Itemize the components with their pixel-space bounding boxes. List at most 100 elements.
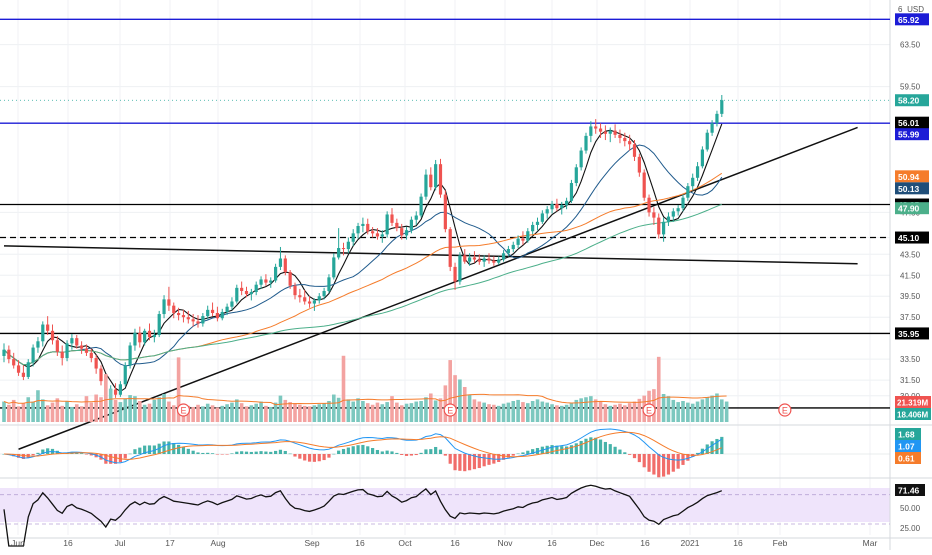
macd-histogram-bar xyxy=(715,438,719,454)
volume-bar xyxy=(346,399,351,422)
macd-histogram-bar xyxy=(603,441,607,454)
price-label-text: 50.94 xyxy=(898,172,920,182)
candle-body xyxy=(540,213,544,222)
axis-top-label: 6 xyxy=(898,5,903,14)
macd-histogram-bar xyxy=(298,454,302,459)
volume-bar xyxy=(438,398,443,422)
volume-bar xyxy=(278,395,283,422)
candle-body xyxy=(50,330,55,341)
candle-body xyxy=(317,296,321,301)
macd-histogram-bar xyxy=(565,446,569,454)
macd-histogram-bar xyxy=(424,449,428,454)
macd-histogram-bar xyxy=(312,454,316,462)
macd-label-text: 1.68 xyxy=(898,430,915,440)
time-tick-label: 17 xyxy=(165,538,175,548)
volume-bar xyxy=(26,397,31,422)
price-label-text: 50.13 xyxy=(898,184,920,194)
volume-bar xyxy=(307,406,312,422)
volume-bar xyxy=(700,399,705,422)
macd-histogram-bar xyxy=(579,440,583,454)
volume-bar xyxy=(254,403,258,422)
price-label-box xyxy=(895,231,929,244)
volume-bar xyxy=(205,403,210,422)
volume-bar xyxy=(472,399,477,422)
candle-body xyxy=(628,141,632,145)
moving-average-line xyxy=(3,203,722,366)
volume-bar xyxy=(31,401,35,422)
time-tick-label: 16 xyxy=(63,538,73,548)
volume-bar xyxy=(589,396,593,422)
volume-bar xyxy=(526,403,530,422)
candle-body xyxy=(264,279,268,283)
volume-bar xyxy=(45,405,50,422)
candle-body xyxy=(705,132,709,150)
volume-bar xyxy=(128,395,132,422)
volume-bar xyxy=(395,402,399,422)
volume-bar xyxy=(506,402,511,422)
candle-body xyxy=(676,208,680,212)
volume-bar xyxy=(637,398,642,422)
volume-bar xyxy=(569,403,574,422)
macd-histogram-bar xyxy=(594,437,598,454)
macd-histogram-bar xyxy=(531,449,535,454)
candle-body xyxy=(710,123,714,133)
candle-body xyxy=(613,130,617,135)
volume-bar xyxy=(264,405,268,422)
macd-histogram-bar xyxy=(332,453,336,455)
macd-histogram-bar xyxy=(613,446,617,454)
candle-body xyxy=(569,183,574,201)
volume-bar xyxy=(705,397,710,422)
macd-histogram-bar xyxy=(113,454,118,464)
volume-label-text: 18.406M xyxy=(897,411,928,420)
macd-signal-line xyxy=(3,431,722,460)
price-tick-label: 43.50 xyxy=(900,250,921,259)
macd-histogram-bar xyxy=(293,454,297,457)
candle-body xyxy=(545,209,549,214)
macd-histogram-bar xyxy=(468,454,472,471)
volume-bar xyxy=(627,403,632,422)
macd-histogram-bar xyxy=(521,452,525,454)
macd-histogram-bar xyxy=(453,454,457,471)
candle-body xyxy=(404,230,409,236)
volume-bar xyxy=(196,404,200,422)
macd-histogram-bar xyxy=(278,449,283,454)
time-tick-label: Mar xyxy=(863,538,878,548)
macd-histogram-bar xyxy=(705,444,709,454)
volume-bar xyxy=(545,402,549,422)
price-label-box xyxy=(895,202,929,215)
candle-body xyxy=(7,349,11,360)
volume-bar xyxy=(152,399,157,422)
candle-body xyxy=(443,194,447,230)
macd-histogram-bar xyxy=(666,454,671,475)
candle-body xyxy=(123,365,127,385)
candle-body xyxy=(453,266,457,282)
volume-bar xyxy=(176,357,181,422)
price-tick-label: 59.50 xyxy=(900,83,921,92)
volume-bar xyxy=(695,401,700,422)
price-axis: USD663.5059.5047.5045.1043.5041.5039.503… xyxy=(895,5,931,533)
candle-body xyxy=(424,174,428,197)
volume-bar xyxy=(171,405,176,422)
candle-body xyxy=(506,249,510,254)
volume-bar xyxy=(496,405,501,422)
candle-body xyxy=(390,214,394,223)
macd-histogram-bar xyxy=(380,451,384,454)
volume-bar xyxy=(220,405,225,422)
moving-average-line xyxy=(3,123,723,393)
macd-line xyxy=(3,428,723,464)
candle-body xyxy=(700,149,704,167)
volume-label-text: 21.319M xyxy=(897,399,928,408)
volume-bar xyxy=(302,405,307,422)
macd-histogram-bar xyxy=(152,445,156,454)
volume-bar xyxy=(535,399,540,422)
macd-histogram-bar xyxy=(46,448,50,454)
volume-bar xyxy=(147,403,152,422)
volume-bar xyxy=(608,405,613,422)
macd-histogram-bar xyxy=(288,453,292,455)
macd-histogram-bar xyxy=(230,453,234,454)
macd-histogram-bar xyxy=(438,449,443,454)
macd-histogram-bar xyxy=(31,454,35,456)
macd-histogram-bar xyxy=(482,454,486,467)
volume-bar xyxy=(123,398,128,422)
candle-body xyxy=(501,253,506,260)
